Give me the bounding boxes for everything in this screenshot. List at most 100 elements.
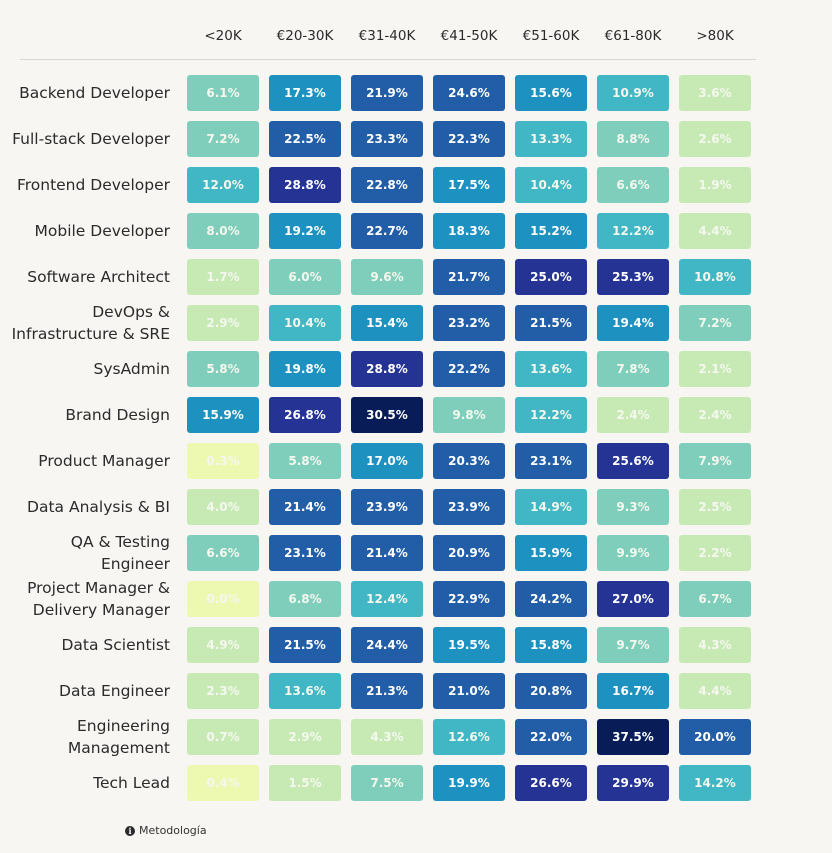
cell-value: 1.9%: [698, 178, 732, 192]
heatmap-cell: 22.9%: [433, 581, 505, 617]
cell-value: 10.4%: [530, 178, 572, 192]
cell-value: 6.7%: [698, 592, 732, 606]
methodology-link[interactable]: i Metodología: [125, 824, 207, 837]
cell-value: 12.4%: [366, 592, 408, 606]
heatmap-cell: 19.4%: [597, 305, 669, 341]
cell-value: 23.2%: [448, 316, 490, 330]
row-label: Engineering Management: [0, 713, 170, 761]
column-header: €41-50K: [440, 28, 498, 44]
cell-value: 17.3%: [284, 86, 326, 100]
heatmap-cell: 14.2%: [679, 765, 751, 801]
cell-value: 1.5%: [288, 776, 322, 790]
row-label: Tech Lead: [0, 759, 170, 807]
cell-value: 21.4%: [284, 500, 326, 514]
heatmap-cell: 7.9%: [679, 443, 751, 479]
heatmap-cell: 6.7%: [679, 581, 751, 617]
heatmap-cell: 37.5%: [597, 719, 669, 755]
cell-value: 26.6%: [530, 776, 572, 790]
heatmap-cell: 0.4%: [187, 765, 259, 801]
heatmap-cell: 1.9%: [679, 167, 751, 203]
heatmap-cell: 15.4%: [351, 305, 423, 341]
cell-value: 23.1%: [284, 546, 326, 560]
heatmap-cell: 22.2%: [433, 351, 505, 387]
cell-value: 2.1%: [698, 362, 732, 376]
heatmap-cell: 22.5%: [269, 121, 341, 157]
heatmap-cell: 23.9%: [433, 489, 505, 525]
cell-value: 12.2%: [530, 408, 572, 422]
column-header: €51-60K: [522, 28, 580, 44]
heatmap-cell: 9.3%: [597, 489, 669, 525]
heatmap-cell: 15.2%: [515, 213, 587, 249]
heatmap-cell: 23.1%: [515, 443, 587, 479]
cell-value: 7.8%: [616, 362, 650, 376]
row-label: Data Analysis & BI: [0, 483, 170, 531]
cell-value: 20.3%: [448, 454, 490, 468]
cell-value: 4.9%: [206, 638, 240, 652]
heatmap-cell: 22.0%: [515, 719, 587, 755]
cell-value: 6.0%: [288, 270, 322, 284]
cell-value: 9.7%: [616, 638, 650, 652]
cell-value: 4.3%: [698, 638, 732, 652]
heatmap-cell: 4.4%: [679, 213, 751, 249]
heatmap-cell: 6.0%: [269, 259, 341, 295]
row-label-text: Full-stack Developer: [12, 130, 170, 148]
cell-value: 23.9%: [366, 500, 408, 514]
cell-value: 2.6%: [698, 132, 732, 146]
heatmap-cell: 13.6%: [269, 673, 341, 709]
cell-value: 22.5%: [284, 132, 326, 146]
row-label: Product Manager: [0, 437, 170, 485]
cell-value: 23.1%: [530, 454, 572, 468]
row-label-text: Tech Lead: [93, 774, 170, 792]
heatmap-cell: 6.6%: [597, 167, 669, 203]
cell-value: 0.3%: [206, 454, 240, 468]
cell-value: 22.3%: [448, 132, 490, 146]
heatmap-cell: 26.6%: [515, 765, 587, 801]
cell-value: 9.8%: [452, 408, 486, 422]
cell-value: 14.2%: [694, 776, 736, 790]
heatmap-cell: 28.8%: [269, 167, 341, 203]
cell-value: 7.5%: [370, 776, 404, 790]
heatmap-cell: 4.3%: [351, 719, 423, 755]
cell-value: 19.5%: [448, 638, 490, 652]
heatmap-cell: 7.2%: [679, 305, 751, 341]
cell-value: 22.8%: [366, 178, 408, 192]
cell-value: 22.2%: [448, 362, 490, 376]
heatmap-cell: 4.0%: [187, 489, 259, 525]
cell-value: 20.8%: [530, 684, 572, 698]
heatmap-cell: 12.0%: [187, 167, 259, 203]
cell-value: 19.9%: [448, 776, 490, 790]
cell-value: 21.5%: [284, 638, 326, 652]
heatmap-cell: 28.8%: [351, 351, 423, 387]
cell-value: 2.9%: [206, 316, 240, 330]
heatmap-cell: 6.1%: [187, 75, 259, 111]
heatmap-cell: 3.6%: [679, 75, 751, 111]
cell-value: 6.6%: [616, 178, 650, 192]
cell-value: 22.0%: [530, 730, 572, 744]
cell-value: 4.3%: [370, 730, 404, 744]
cell-value: 22.9%: [448, 592, 490, 606]
cell-value: 6.6%: [206, 546, 240, 560]
cell-value: 28.8%: [366, 362, 408, 376]
heatmap-cell: 21.7%: [433, 259, 505, 295]
heatmap-cell: 1.5%: [269, 765, 341, 801]
cell-value: 17.5%: [448, 178, 490, 192]
row-label-text: Data Engineer: [59, 682, 170, 700]
cell-value: 9.9%: [616, 546, 650, 560]
heatmap-cell: 23.2%: [433, 305, 505, 341]
cell-value: 23.9%: [448, 500, 490, 514]
heatmap-cell: 9.9%: [597, 535, 669, 571]
heatmap-cell: 26.8%: [269, 397, 341, 433]
heatmap-cell: 12.4%: [351, 581, 423, 617]
heatmap-cell: 10.8%: [679, 259, 751, 295]
cell-value: 25.3%: [612, 270, 654, 284]
cell-value: 1.7%: [206, 270, 240, 284]
cell-value: 3.6%: [698, 86, 732, 100]
cell-value: 2.3%: [206, 684, 240, 698]
cell-value: 9.6%: [370, 270, 404, 284]
cell-value: 6.1%: [206, 86, 240, 100]
heatmap-cell: 29.9%: [597, 765, 669, 801]
column-header: >80K: [696, 28, 734, 44]
row-label-text: Data Analysis & BI: [27, 498, 170, 516]
heatmap-cell: 20.9%: [433, 535, 505, 571]
